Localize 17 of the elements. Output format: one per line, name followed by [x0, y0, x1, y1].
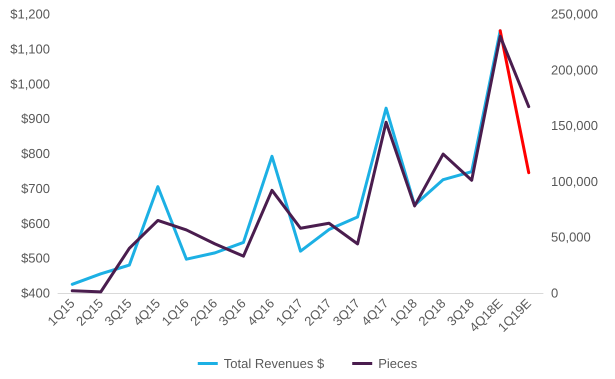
y-tick-label: $1,200: [10, 6, 50, 22]
y-tick-label: $500: [21, 250, 50, 266]
y-tick-label: $1,000: [10, 76, 50, 92]
y2-tick-label: 200,000: [551, 62, 598, 78]
y2-tick-label: 150,000: [551, 118, 598, 134]
legend-label: Pieces: [378, 356, 418, 371]
y-tick-label: $800: [21, 146, 50, 161]
y-tick-label: $900: [21, 111, 50, 126]
y2-tick-label: 100,000: [551, 174, 598, 189]
y2-tick-label: 0: [551, 286, 558, 300]
y2-tick-label: 50,000: [551, 230, 591, 245]
legend-label: Total Revenues $: [224, 356, 325, 371]
y2-tick-label: 250,000: [551, 6, 598, 22]
y-tick-label: $1,100: [10, 41, 50, 56]
y-tick-label: $700: [21, 180, 50, 196]
y-tick-label: $600: [21, 216, 50, 231]
y-tick-label: $400: [21, 286, 50, 300]
